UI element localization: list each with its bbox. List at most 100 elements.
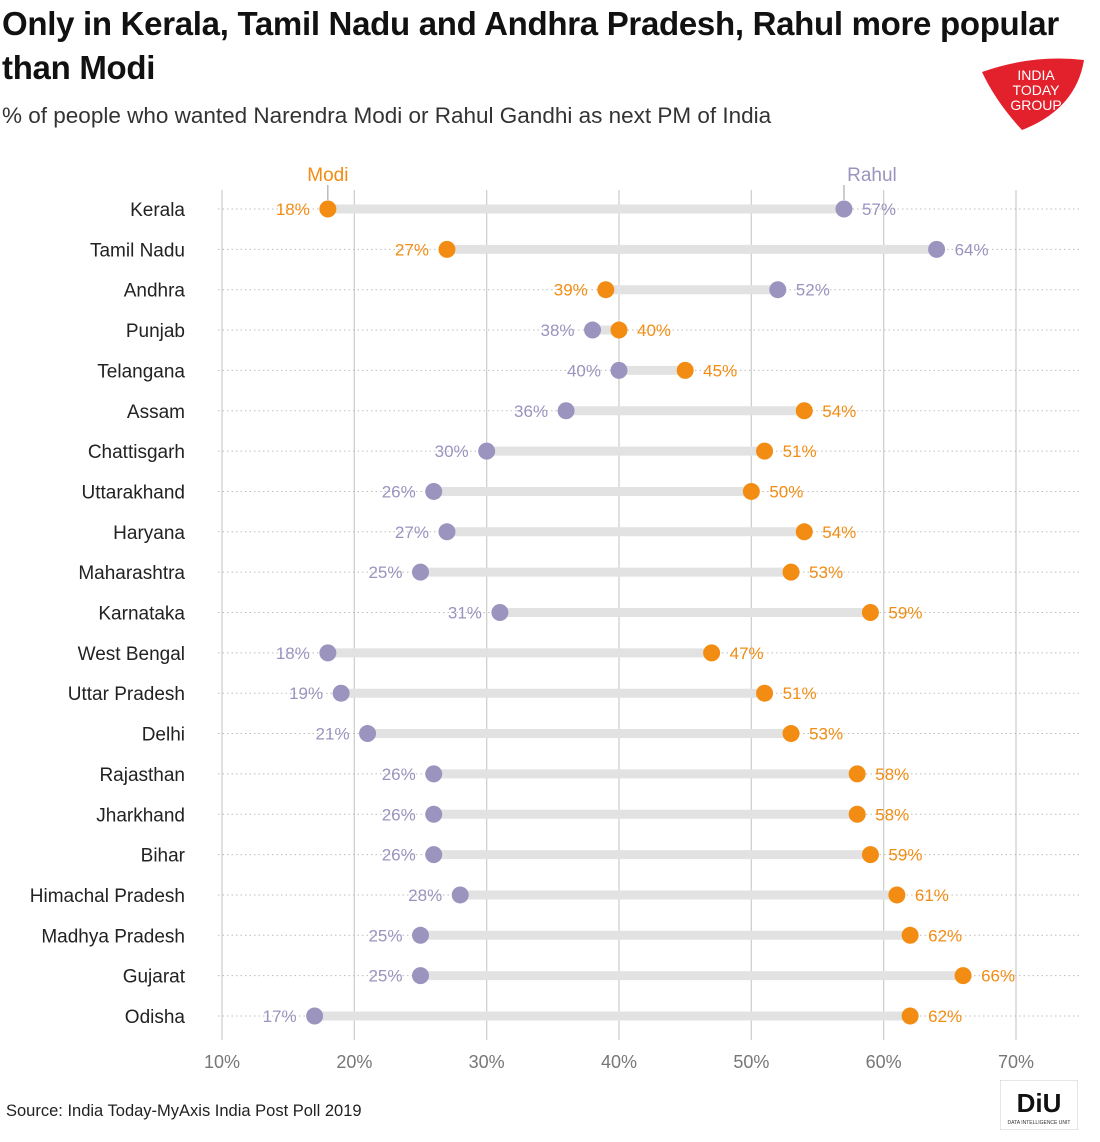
modi-value-label: 53%: [809, 725, 843, 744]
modi-dot: [848, 805, 866, 823]
modi-dot: [954, 967, 972, 985]
modi-dot: [756, 684, 774, 702]
diu-logo-subtext: DATA INTELLIGENCE UNIT: [1008, 1120, 1071, 1126]
modi-dot: [901, 1007, 919, 1025]
modi-value-label: 51%: [783, 442, 817, 461]
category-label: Andhra: [124, 281, 186, 302]
rahul-dot: [451, 886, 469, 904]
rahul-dot: [425, 846, 443, 864]
category-label: Chattisgarh: [88, 442, 185, 463]
modi-value-label: 66%: [981, 967, 1015, 986]
modi-dot: [861, 604, 879, 621]
modi-dot: [861, 846, 879, 864]
rahul-value-label: 25%: [368, 926, 402, 945]
modi-dot: [676, 361, 694, 379]
category-label: Assam: [127, 402, 185, 423]
rahul-value-label: 17%: [263, 1007, 297, 1026]
modi-value-label: 62%: [928, 1007, 962, 1026]
diu-logo-text: DiU: [1017, 1088, 1062, 1118]
rahul-value-label: 26%: [382, 805, 416, 824]
modi-value-label: 58%: [875, 765, 909, 784]
category-label: Punjab: [126, 321, 185, 342]
x-tick-label: 20%: [336, 1052, 372, 1072]
rahul-value-label: 64%: [955, 240, 989, 259]
chart-subtitle: % of people who wanted Narendra Modi or …: [2, 103, 772, 128]
rahul-value-label: 31%: [448, 604, 482, 623]
modi-value-label: 59%: [888, 604, 922, 623]
category-label: Himachal Pradesh: [30, 886, 185, 907]
x-tick-label: 50%: [733, 1052, 769, 1072]
modi-dot: [888, 886, 906, 904]
rahul-dot: [425, 805, 443, 823]
x-tick-label: 10%: [204, 1052, 240, 1072]
modi-dot: [742, 482, 760, 500]
category-label: Kerala: [130, 200, 185, 221]
modi-value-label: 27%: [395, 240, 429, 259]
modi-value-label: 59%: [888, 846, 922, 865]
rahul-dot: [306, 1007, 324, 1025]
category-label: Odisha: [125, 1007, 186, 1028]
category-label: Madhya Pradesh: [41, 926, 185, 947]
rahul-value-label: 28%: [408, 886, 442, 905]
india-today-group-logo: INDIA TODAY GROUP: [982, 58, 1084, 130]
modi-value-label: 53%: [809, 563, 843, 582]
modi-dot: [848, 765, 866, 783]
x-tick-label: 40%: [601, 1052, 637, 1072]
rahul-dot: [412, 926, 429, 944]
x-tick-label: 30%: [469, 1052, 505, 1072]
rahul-value-label: 40%: [567, 361, 601, 380]
modi-dot: [319, 200, 337, 218]
rahul-dot: [610, 361, 628, 379]
modi-dot: [438, 240, 456, 258]
category-label: Tamil Nadu: [90, 240, 185, 261]
modi-value-label: 51%: [783, 684, 817, 703]
rahul-dot: [478, 442, 496, 460]
logo-line-2: TODAY: [1013, 82, 1061, 98]
modi-dot: [901, 926, 919, 944]
rahul-value-label: 36%: [514, 402, 548, 421]
modi-dot: [782, 725, 800, 743]
rahul-value-label: 26%: [382, 482, 416, 501]
rahul-value-label: 26%: [382, 765, 416, 784]
rahul-dot: [425, 765, 443, 783]
rahul-value-label: 18%: [276, 644, 310, 663]
rahul-value-label: 30%: [435, 442, 469, 461]
modi-value-label: 54%: [822, 402, 856, 421]
category-label: Rajasthan: [99, 765, 185, 786]
rahul-value-label: 38%: [541, 321, 575, 340]
modi-dot: [795, 523, 813, 541]
rahul-legend-label: Rahul: [847, 165, 897, 186]
category-label: Maharashtra: [78, 563, 185, 584]
modi-dot: [610, 321, 628, 339]
category-label: Gujarat: [123, 967, 186, 988]
rahul-dot: [584, 321, 602, 339]
rahul-value-label: 19%: [289, 684, 323, 703]
modi-dot: [782, 563, 800, 581]
category-label: Uttar Pradesh: [68, 684, 185, 705]
category-label: Karnataka: [98, 604, 185, 625]
diu-logo: DiU DATA INTELLIGENCE UNIT: [1000, 1080, 1078, 1130]
rahul-value-label: 27%: [395, 523, 429, 542]
category-label: Jharkhand: [96, 805, 185, 826]
modi-value-label: 58%: [875, 805, 909, 824]
modi-dot: [597, 281, 615, 299]
modi-value-label: 39%: [554, 281, 588, 300]
chart-title: Only in Kerala, Tamil Nadu and Andhra Pr…: [2, 5, 1059, 86]
modi-dot: [756, 442, 774, 460]
rahul-dot: [359, 725, 377, 743]
rahul-value-label: 25%: [368, 563, 402, 582]
x-tick-label: 70%: [998, 1052, 1034, 1072]
rahul-dot: [557, 402, 575, 420]
category-label: Uttarakhand: [81, 482, 185, 503]
modi-value-label: 61%: [915, 886, 949, 905]
modi-dot: [795, 402, 813, 420]
dumbbell-chart: 10% 20% 30% 40% 50% 60% 70% Kerala 18% 57% Tamil N…: [30, 165, 1082, 1072]
rahul-dot: [491, 604, 509, 621]
rahul-dot: [412, 563, 429, 581]
logo-line-3: GROUP: [1010, 97, 1061, 113]
category-label: Haryana: [113, 523, 185, 544]
category-label: West Bengal: [78, 644, 185, 665]
rahul-dot: [412, 967, 429, 985]
category-label: Telangana: [97, 361, 185, 382]
x-tick-label: 60%: [866, 1052, 902, 1072]
